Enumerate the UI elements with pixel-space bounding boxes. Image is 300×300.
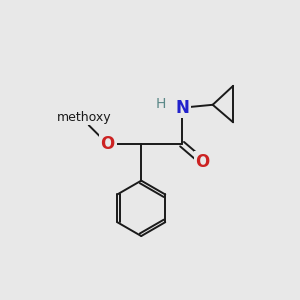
Text: methoxy: methoxy [57,111,112,124]
Text: N: N [175,99,189,117]
Text: O: O [100,135,115,153]
Text: O: O [195,153,210,171]
Text: H: H [156,97,166,111]
